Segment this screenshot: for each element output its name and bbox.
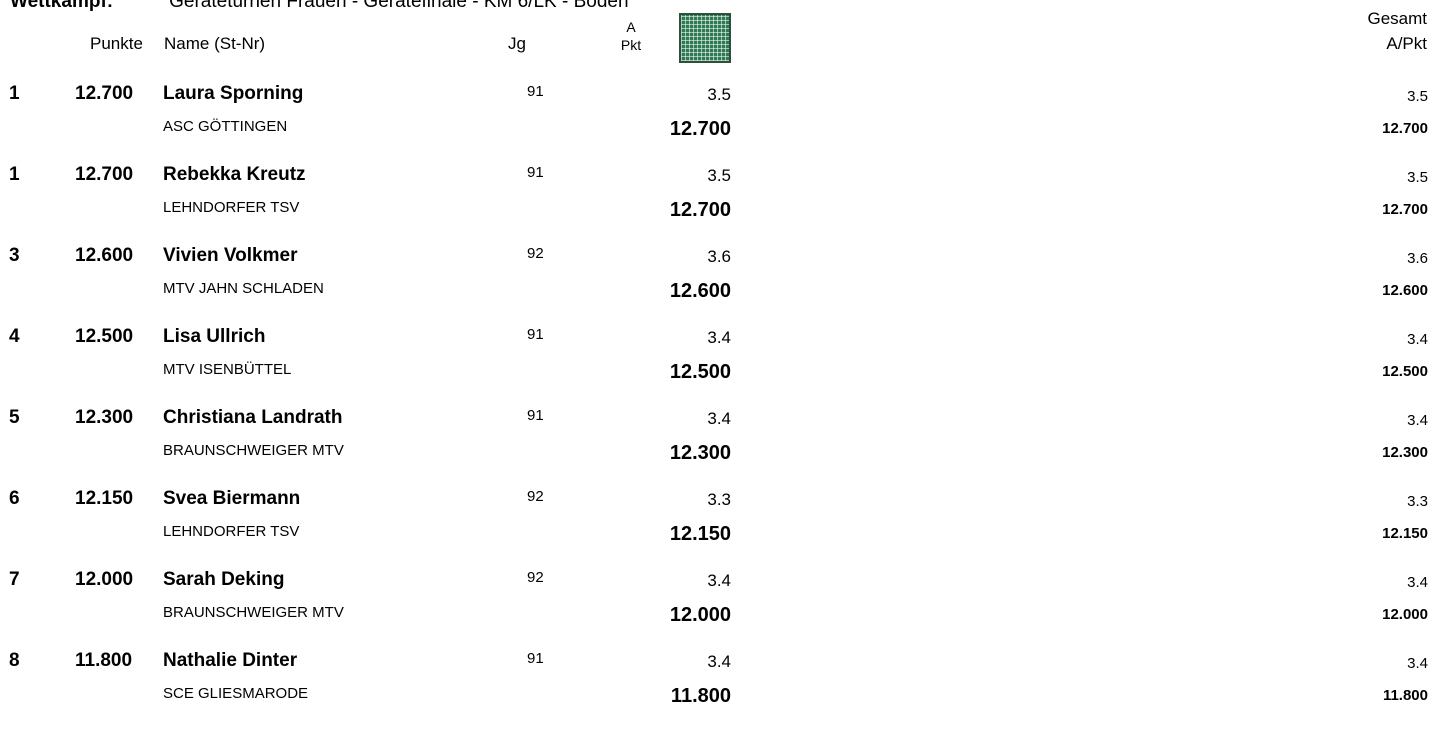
competition-name: Geräteturnen Frauen - Gerätefinale - KM … xyxy=(169,0,629,12)
athlete-name: Lisa Ullrich xyxy=(163,326,266,347)
table-row: 5 12.300 Christiana Landrath BRAUNSCHWEI… xyxy=(0,404,1455,486)
points: 12.300 xyxy=(75,407,134,428)
apparatus-points: 12.600 xyxy=(669,280,731,302)
birth-year: 91 xyxy=(527,164,544,181)
athlete-name: Rebekka Kreutz xyxy=(163,164,306,185)
total-a-score: 3.3 xyxy=(1407,493,1428,510)
a-score: 3.4 xyxy=(707,328,731,347)
total-points: 12.150 xyxy=(1382,525,1428,542)
total-points: 12.300 xyxy=(1382,444,1428,461)
birth-year: 91 xyxy=(527,83,544,100)
table-row: 7 12.000 Sarah Deking BRAUNSCHWEIGER MTV… xyxy=(0,566,1455,648)
total-a-score: 3.4 xyxy=(1407,655,1428,672)
apparatus-points: 12.000 xyxy=(669,604,731,626)
a-score: 3.4 xyxy=(707,571,731,590)
table-row: 1 12.700 Rebekka Kreutz LEHNDORFER TSV 9… xyxy=(0,161,1455,243)
club-name: BRAUNSCHWEIGER MTV xyxy=(163,604,344,621)
table-row: 4 12.500 Lisa Ullrich MTV ISENBÜTTEL 91 … xyxy=(0,323,1455,405)
points: 12.600 xyxy=(75,245,134,266)
points: 12.000 xyxy=(75,569,134,590)
header-a-pkt: A/Pkt xyxy=(1386,34,1427,53)
points: 11.800 xyxy=(75,650,133,671)
a-score: 3.5 xyxy=(707,166,731,185)
club-name: LEHNDORFER TSV xyxy=(163,523,300,540)
total-points: 12.700 xyxy=(1382,201,1428,218)
birth-year: 92 xyxy=(527,569,544,586)
birth-year: 91 xyxy=(527,650,544,667)
total-a-score: 3.4 xyxy=(1407,331,1428,348)
points: 12.150 xyxy=(75,488,134,509)
birth-year: 92 xyxy=(527,245,544,262)
rank: 8 xyxy=(9,650,20,671)
athlete-name: Vivien Volkmer xyxy=(163,245,298,266)
a-score: 3.5 xyxy=(707,85,731,104)
table-row: 3 12.600 Vivien Volkmer MTV JAHN SCHLADE… xyxy=(0,242,1455,324)
athlete-name: Sarah Deking xyxy=(163,569,285,590)
athlete-name: Nathalie Dinter xyxy=(163,650,298,671)
club-name: MTV ISENBÜTTEL xyxy=(163,361,292,378)
apparatus-points: 11.800 xyxy=(670,685,731,707)
total-a-score: 3.4 xyxy=(1407,412,1428,429)
total-a-score: 3.4 xyxy=(1407,574,1428,591)
header-jg: Jg xyxy=(508,34,526,53)
header-a: A xyxy=(626,19,636,35)
birth-year: 91 xyxy=(527,326,544,343)
club-name: MTV JAHN SCHLADEN xyxy=(163,280,324,297)
apparatus-points: 12.500 xyxy=(669,361,731,383)
competition-label: Wettkampf: xyxy=(10,0,114,12)
club-name: SCE GLIESMARODE xyxy=(163,685,309,702)
birth-year: 92 xyxy=(527,488,544,505)
points: 12.500 xyxy=(75,326,134,347)
total-a-score: 3.5 xyxy=(1407,88,1428,105)
club-name: BRAUNSCHWEIGER MTV xyxy=(163,442,344,459)
competition-title: Wettkampf: Geräteturnen Frauen - Gerätefi… xyxy=(10,0,629,13)
header-gesamt: Gesamt xyxy=(1367,9,1427,28)
a-score: 3.3 xyxy=(707,490,731,509)
rank: 4 xyxy=(9,326,20,347)
apparatus-points: 12.300 xyxy=(669,442,731,464)
athlete-name: Svea Biermann xyxy=(163,488,301,509)
points: 12.700 xyxy=(75,164,134,185)
rank: 3 xyxy=(9,245,20,266)
rank: 6 xyxy=(9,488,20,509)
total-a-score: 3.6 xyxy=(1407,250,1428,267)
birth-year: 91 xyxy=(527,407,544,424)
rank: 1 xyxy=(9,164,20,185)
table-row: 8 11.800 Nathalie Dinter SCE GLIESMARODE… xyxy=(0,647,1455,729)
total-points: 12.600 xyxy=(1382,282,1428,299)
total-points: 12.000 xyxy=(1382,606,1428,623)
rank: 7 xyxy=(9,569,20,590)
apparatus-points: 12.700 xyxy=(669,199,731,221)
total-a-score: 3.5 xyxy=(1407,169,1428,186)
club-name: LEHNDORFER TSV xyxy=(163,199,300,216)
a-score: 3.4 xyxy=(707,409,731,428)
table-row: 1 12.700 Laura Sporning ASC GÖTTINGEN 91… xyxy=(0,80,1455,162)
a-score: 3.4 xyxy=(707,652,731,671)
rank: 5 xyxy=(9,407,20,428)
total-points: 12.700 xyxy=(1382,120,1428,137)
club-name: ASC GÖTTINGEN xyxy=(163,118,288,135)
header-punkte: Punkte xyxy=(90,34,143,53)
table-row: 6 12.150 Svea Biermann LEHNDORFER TSV 92… xyxy=(0,485,1455,567)
a-score: 3.6 xyxy=(707,247,731,266)
apparatus-points: 12.700 xyxy=(669,118,731,140)
total-points: 12.500 xyxy=(1382,363,1428,380)
athlete-name: Christiana Landrath xyxy=(163,407,343,428)
total-points: 11.800 xyxy=(1382,687,1428,704)
header-pkt: Pkt xyxy=(620,37,642,53)
grid-pattern-icon xyxy=(679,13,731,63)
apparatus-points: 12.150 xyxy=(669,523,731,545)
header-name: Name (St-Nr) xyxy=(164,34,266,53)
athlete-name: Laura Sporning xyxy=(163,83,304,104)
rank: 1 xyxy=(9,83,20,104)
points: 12.700 xyxy=(75,83,134,104)
